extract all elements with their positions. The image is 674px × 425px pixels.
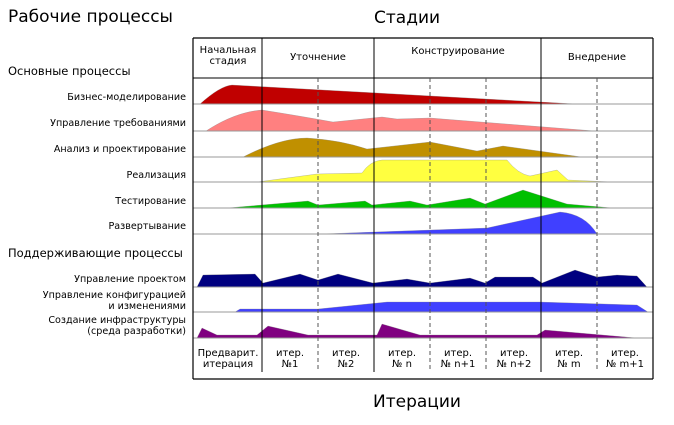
iteration-label-line: итер. [499,348,529,359]
iteration-label-line: №2 [337,359,355,370]
phase-header-line: Начальная [199,45,257,56]
workflow-label-line: и изменениями [108,300,186,312]
workflow-effort-hump [319,211,598,235]
workflow-label: Тестирование [115,196,186,208]
core-workflows-heading: Основные процессы [8,64,131,78]
iteration-label-line: № n+2 [496,359,532,370]
workflow-label-line: Создание инфраструктуры [48,315,186,326]
phase-header-line: Внедрение [567,52,627,63]
workflow-label: Реализация [126,170,186,182]
workflow-label-line: Тестирование [115,196,186,207]
workflow-effort-hump [226,189,614,209]
iteration-label: итер. № m+1 [606,348,644,370]
phase-header: Начальная стадия [200,45,257,67]
iteration-label-line: № n [392,359,412,370]
iterations-title: Итерации [373,392,461,412]
iteration-label: итер. № n [388,348,416,370]
workflow-label: Развертывание [108,221,186,233]
iteration-label-line: итер. [554,348,584,359]
iteration-label-line: № m [557,359,581,370]
workflow-label-line: Управление конфигурацией [42,290,186,301]
workflow-label: Бизнес-моделирование [67,92,186,104]
iteration-label: итер. № m [555,348,583,370]
workflow-label-line: Развертывание [108,221,186,232]
phase-header: Уточнение [290,52,346,63]
phase-header: Внедрение [568,52,626,63]
workflow-effort-hump [196,269,648,288]
iteration-label-line: итер. [610,348,639,359]
workflows-title: Рабочие процессы [8,7,173,27]
iteration-label: итер. №1 [276,348,304,370]
workflow-label-line: Анализ и проектирование [53,144,186,155]
iteration-label-line: №1 [281,359,299,370]
workflow-label: Создание инфраструктуры (среда разработки… [48,315,186,337]
workflow-label-line: Управление требованиями [50,118,186,129]
iteration-label-line: итер. [331,348,361,359]
iteration-label-line: итер. [443,348,473,359]
workflow-label-line: Бизнес-моделирование [67,92,186,103]
phase-header: Конструирование [411,46,505,57]
phase-header-line: Конструирование [411,46,505,57]
supporting-workflows-heading: Поддерживающие процессы [8,246,183,260]
workflow-label: Управление проектом [74,274,186,286]
iteration-label-line: итер. [387,348,417,359]
workflow-label: Управление требованиями [50,118,186,130]
phases-title: Стадии [374,8,441,28]
workflow-label-line: Управление проектом [74,274,186,285]
iteration-label: итер. № n+2 [497,348,532,370]
iteration-label: Предварит. итерация [198,348,259,370]
iteration-label-line: итер. [275,348,305,359]
workflow-effort-hump [256,159,614,183]
workflow-label-line: Реализация [126,170,186,181]
phase-header-line: стадия [209,56,247,67]
iteration-label-line: итерация [202,359,254,370]
workflow-label: Управление конфигурацией и изменениями [42,290,186,312]
phase-header-line: Уточнение [290,52,346,63]
iteration-label-line: № m+1 [605,359,645,370]
workflow-effort-hump [242,137,583,158]
iteration-label-line: Предварит. [197,348,259,359]
workflow-label-line: (среда разработки) [87,325,186,337]
workflow-effort-hump [196,323,638,339]
iteration-label: итер. №2 [332,348,360,370]
workflow-label: Анализ и проектирование [53,144,186,156]
iteration-label-line: № n+1 [440,359,476,370]
workflow-effort-hump [234,301,649,313]
iteration-label: итер. № n+1 [441,348,476,370]
workflow-effort-hump [199,84,578,105]
workflow-effort-hump [205,109,596,132]
